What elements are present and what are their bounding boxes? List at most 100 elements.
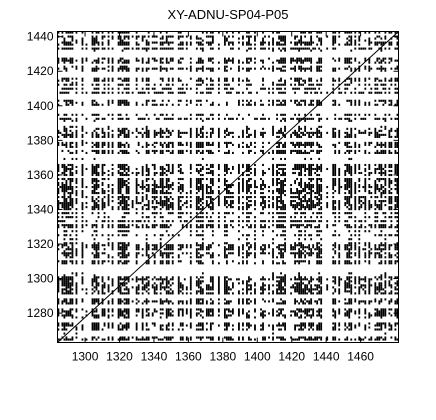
recurrence-point <box>171 143 174 146</box>
recurrence-point <box>248 324 250 327</box>
recurrence-point <box>284 250 286 253</box>
recurrence-point <box>209 171 212 175</box>
recurrence-point <box>155 117 158 120</box>
recurrence-point <box>217 286 220 289</box>
recurrence-point <box>248 206 250 209</box>
recurrence-point <box>177 79 180 82</box>
recurrence-point <box>107 276 110 279</box>
recurrence-point <box>197 61 200 64</box>
recurrence-point <box>167 83 170 86</box>
recurrence-point <box>161 280 164 283</box>
recurrence-point <box>207 284 210 287</box>
recurrence-point <box>294 208 296 211</box>
recurrence-point <box>65 167 68 171</box>
recurrence-point <box>159 37 162 40</box>
recurrence-point <box>103 206 106 209</box>
recurrence-point <box>223 256 226 259</box>
recurrence-point <box>135 129 138 132</box>
recurrence-point <box>67 196 70 199</box>
recurrence-point <box>282 35 284 38</box>
recurrence-point <box>123 338 126 341</box>
recurrence-point <box>95 276 98 279</box>
recurrence-point <box>290 310 292 313</box>
recurrence-point <box>207 41 210 44</box>
recurrence-point <box>272 324 274 327</box>
recurrence-point <box>141 198 144 201</box>
recurrence-point <box>280 113 282 116</box>
recurrence-point <box>71 300 74 303</box>
recurrence-point <box>125 99 128 102</box>
recurrence-point <box>171 145 174 148</box>
recurrence-point <box>125 282 128 285</box>
recurrence-point <box>199 254 202 257</box>
recurrence-point <box>107 300 110 303</box>
recurrence-point <box>260 246 262 249</box>
recurrence-point <box>167 145 170 148</box>
recurrence-point <box>155 35 158 38</box>
recurrence-point <box>97 151 100 154</box>
recurrence-point <box>159 198 162 201</box>
recurrence-point <box>63 133 66 136</box>
recurrence-point <box>298 83 301 86</box>
recurrence-point <box>139 338 142 341</box>
recurrence-point <box>189 282 192 285</box>
recurrence-point <box>91 208 94 211</box>
recurrence-point <box>65 47 68 50</box>
recurrence-point <box>228 41 230 44</box>
recurrence-point <box>294 41 296 44</box>
recurrence-point <box>223 169 226 173</box>
recurrence-point <box>147 169 150 173</box>
recurrence-point <box>262 206 264 209</box>
recurrence-point <box>159 312 162 315</box>
recurrence-point <box>278 206 280 209</box>
recurrence-point <box>145 190 148 193</box>
recurrence-point <box>81 230 84 233</box>
recurrence-point <box>171 252 174 255</box>
recurrence-point <box>225 316 228 319</box>
recurrence-point <box>65 181 68 185</box>
recurrence-point <box>238 91 240 94</box>
recurrence-point <box>197 336 200 339</box>
recurrence-point <box>272 69 274 72</box>
recurrence-point <box>207 336 210 339</box>
recurrence-point <box>127 204 130 207</box>
recurrence-point <box>262 288 264 291</box>
recurrence-point <box>69 47 72 50</box>
recurrence-point <box>179 61 182 64</box>
recurrence-point <box>284 79 286 82</box>
recurrence-point <box>75 169 78 173</box>
recurrence-point <box>141 312 144 315</box>
recurrence-point <box>284 302 286 305</box>
recurrence-point <box>238 103 240 106</box>
recurrence-point <box>246 292 248 295</box>
recurrence-point <box>294 79 296 82</box>
recurrence-point <box>294 171 296 175</box>
recurrence-point <box>57 310 60 313</box>
recurrence-point <box>57 206 60 209</box>
recurrence-point <box>71 282 74 285</box>
recurrence-point <box>125 286 128 289</box>
recurrence-point <box>230 224 232 227</box>
recurrence-point <box>205 190 208 193</box>
recurrence-point <box>107 83 110 86</box>
recurrence-point <box>71 99 74 102</box>
recurrence-point <box>217 288 220 291</box>
recurrence-point <box>306 59 309 62</box>
recurrence-point <box>111 262 114 265</box>
recurrence-point <box>298 167 301 171</box>
recurrence-point <box>282 276 284 279</box>
recurrence-point <box>81 192 84 195</box>
recurrence-point <box>95 169 98 173</box>
recurrence-point <box>272 224 274 227</box>
recurrence-point <box>246 206 248 209</box>
recurrence-point <box>81 113 84 116</box>
recurrence-point <box>125 196 128 199</box>
recurrence-point <box>195 256 198 259</box>
recurrence-point <box>93 59 96 62</box>
recurrence-point <box>71 288 74 291</box>
recurrence-point <box>165 262 168 265</box>
recurrence-point <box>125 288 128 291</box>
recurrence-point <box>159 202 162 205</box>
recurrence-point <box>199 328 202 331</box>
recurrence-point <box>300 37 303 40</box>
